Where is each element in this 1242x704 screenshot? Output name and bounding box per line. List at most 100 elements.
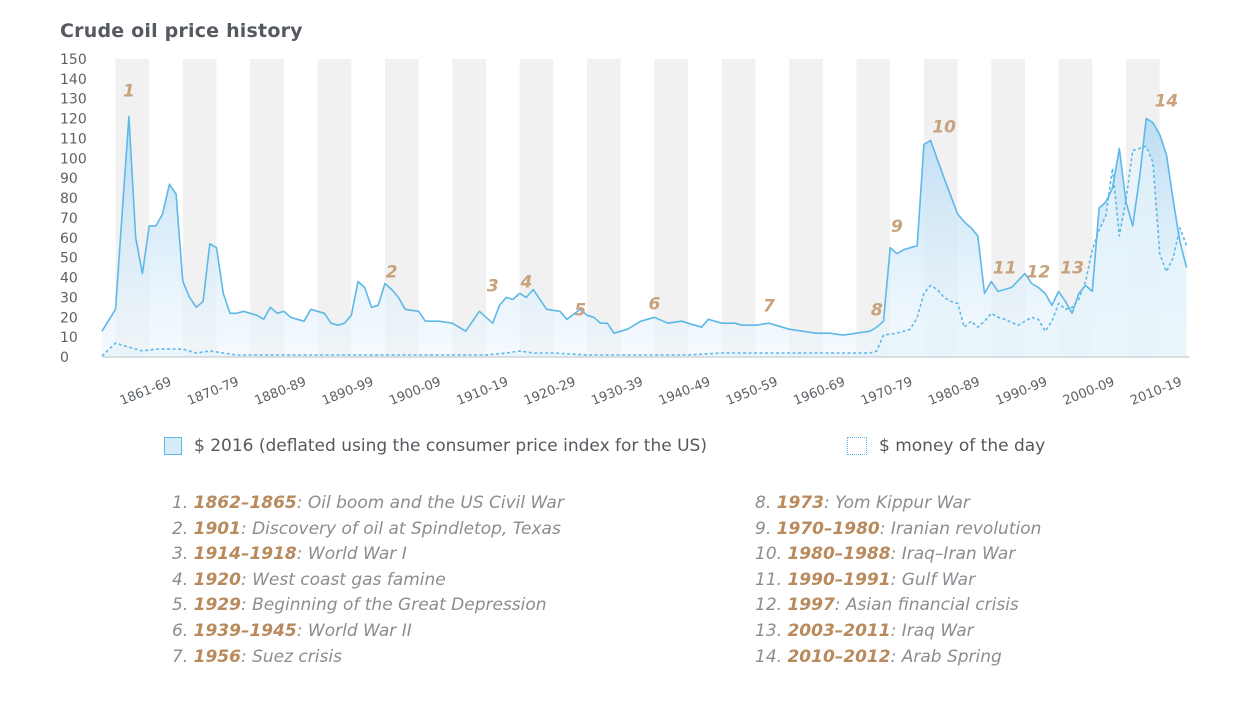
event-marker: 3 — [487, 276, 499, 296]
event-item: 9. 1970–1980: Iranian revolution — [755, 519, 1041, 539]
series-layer — [101, 115, 1188, 357]
event-item: 11. 1990–1991: Gulf War — [755, 570, 975, 590]
x-tick-label: 1910-19 — [455, 375, 511, 409]
legend-item-deflated: $ 2016 (deflated using the consumer pric… — [164, 436, 707, 456]
event-item: 14. 2010–2012: Arab Spring — [755, 647, 1002, 667]
event-number: 8. — [755, 493, 777, 513]
event-marker: 9 — [891, 217, 903, 237]
y-tick-label: 0 — [60, 350, 69, 366]
event-item: 2. 1901: Discovery of oil at Spindletop,… — [172, 519, 561, 539]
y-tick-label: 40 — [60, 271, 78, 287]
event-number: 9. — [755, 518, 777, 539]
event-years: 1980–1988 — [787, 544, 891, 565]
x-tick-label: 1870-79 — [185, 375, 241, 409]
y-axis-ticks: 0 10 20 30 40 50 60 70 80 90 100 110 120 130 140 150 — [60, 52, 87, 366]
x-tick-label: 1950-59 — [724, 375, 780, 409]
event-description: : Iraq War — [890, 621, 974, 641]
event-number: 2. — [172, 518, 194, 539]
event-marker: 7 — [763, 296, 775, 316]
y-tick-label: 30 — [60, 290, 78, 306]
y-tick-label: 70 — [60, 211, 78, 227]
event-description: : Yom Kippur War — [823, 493, 970, 513]
chart-title: Crude oil price history — [60, 20, 303, 42]
event-description: : Iranian revolution — [879, 518, 1042, 539]
event-item: 10. 1980–1988: Iraq–Iran War — [755, 544, 1015, 564]
series-deflated-area — [102, 116, 1187, 357]
event-years: 1901 — [193, 518, 241, 539]
series-deflated-line — [101, 115, 1188, 336]
event-years: 1973 — [776, 493, 824, 513]
legend-label-deflated: $ 2016 (deflated using the consumer pric… — [194, 436, 707, 456]
event-marker: 4 — [519, 272, 532, 292]
background-band — [587, 59, 621, 357]
event-item: 1. 1862–1865: Oil boom and the US Civil … — [172, 493, 564, 513]
legend-item-nominal: $ money of the day — [847, 436, 1045, 456]
event-marker: 5 — [574, 300, 586, 320]
event-item: 12. 1997: Asian financial crisis — [755, 595, 1019, 615]
x-tick-label: 1920-29 — [522, 375, 578, 409]
event-marker: 1 — [123, 82, 135, 102]
event-number: 14. — [755, 646, 788, 667]
legend-swatch-solid — [164, 437, 182, 455]
event-marker: 11 — [993, 259, 1017, 279]
event-marker: 14 — [1155, 92, 1179, 112]
x-tick-label: 1890-99 — [320, 375, 376, 409]
event-marker: 10 — [932, 118, 956, 138]
event-description: : World War II — [296, 621, 412, 641]
event-description: : Iraq–Iran War — [890, 544, 1016, 565]
y-tick-label: 80 — [60, 191, 78, 207]
event-description: : Arab Spring — [890, 646, 1002, 667]
x-tick-label: 1980-89 — [926, 375, 982, 409]
x-tick-label: 2000-09 — [1061, 375, 1117, 409]
event-item: 5. 1929: Beginning of the Great Depressi… — [172, 595, 547, 615]
legend-swatch-dashed — [847, 437, 867, 455]
event-description: : West coast gas famine — [240, 569, 446, 590]
event-number: 11. — [755, 569, 788, 590]
background-band — [317, 59, 352, 357]
x-tick-label: 1940-49 — [657, 375, 713, 409]
background-bands — [115, 59, 1160, 357]
event-item: 3. 1914–1918: World War I — [172, 544, 407, 564]
background-band — [654, 59, 689, 357]
y-tick-label: 110 — [60, 131, 87, 147]
event-number: 5. — [172, 595, 194, 616]
x-axis-ticks: 1861-69 1870-79 1880-89 1890-99 1900-09 1910-… — [118, 375, 1185, 409]
event-description: : Discovery of oil at Spindletop, Texas — [240, 518, 561, 539]
y-tick-label: 130 — [60, 92, 87, 108]
background-band — [452, 59, 486, 357]
event-description: : Oil boom and the US Civil War — [296, 493, 564, 513]
x-tick-label: 1970-79 — [859, 375, 915, 409]
event-marker: 6 — [648, 294, 660, 314]
background-band — [789, 59, 823, 357]
event-number: 12. — [755, 595, 788, 616]
event-number: 1. — [172, 493, 194, 513]
event-description: : Suez crisis — [240, 646, 342, 667]
event-years: 1929 — [193, 595, 241, 616]
event-years: 1970–1980 — [776, 518, 880, 539]
y-tick-label: 60 — [60, 231, 78, 247]
event-years: 1997 — [787, 595, 835, 616]
event-description: : Asian financial crisis — [834, 595, 1019, 616]
event-marker: 13 — [1060, 259, 1084, 279]
background-band — [250, 59, 284, 357]
event-number: 10. — [755, 544, 788, 565]
x-tick-label: 1990-99 — [994, 375, 1050, 409]
event-number: 3. — [172, 544, 194, 565]
y-tick-label: 120 — [60, 112, 87, 128]
event-years: 1956 — [193, 646, 241, 667]
y-tick-label: 150 — [60, 52, 87, 68]
legend: $ 2016 (deflated using the consumer pric… — [164, 436, 1124, 460]
background-band — [721, 59, 756, 357]
y-tick-label: 10 — [60, 330, 78, 346]
series-nominal-line — [101, 145, 1188, 357]
x-tick-label: 1861-69 — [118, 375, 174, 409]
x-tick-label: 1930-39 — [589, 375, 645, 409]
x-tick-label: 1960-69 — [792, 375, 848, 409]
event-marker: 12 — [1027, 263, 1051, 283]
event-years: 1914–1918 — [193, 544, 297, 565]
event-years: 1939–1945 — [193, 621, 297, 641]
y-tick-label: 90 — [60, 171, 78, 187]
legend-label-nominal: $ money of the day — [879, 436, 1046, 456]
